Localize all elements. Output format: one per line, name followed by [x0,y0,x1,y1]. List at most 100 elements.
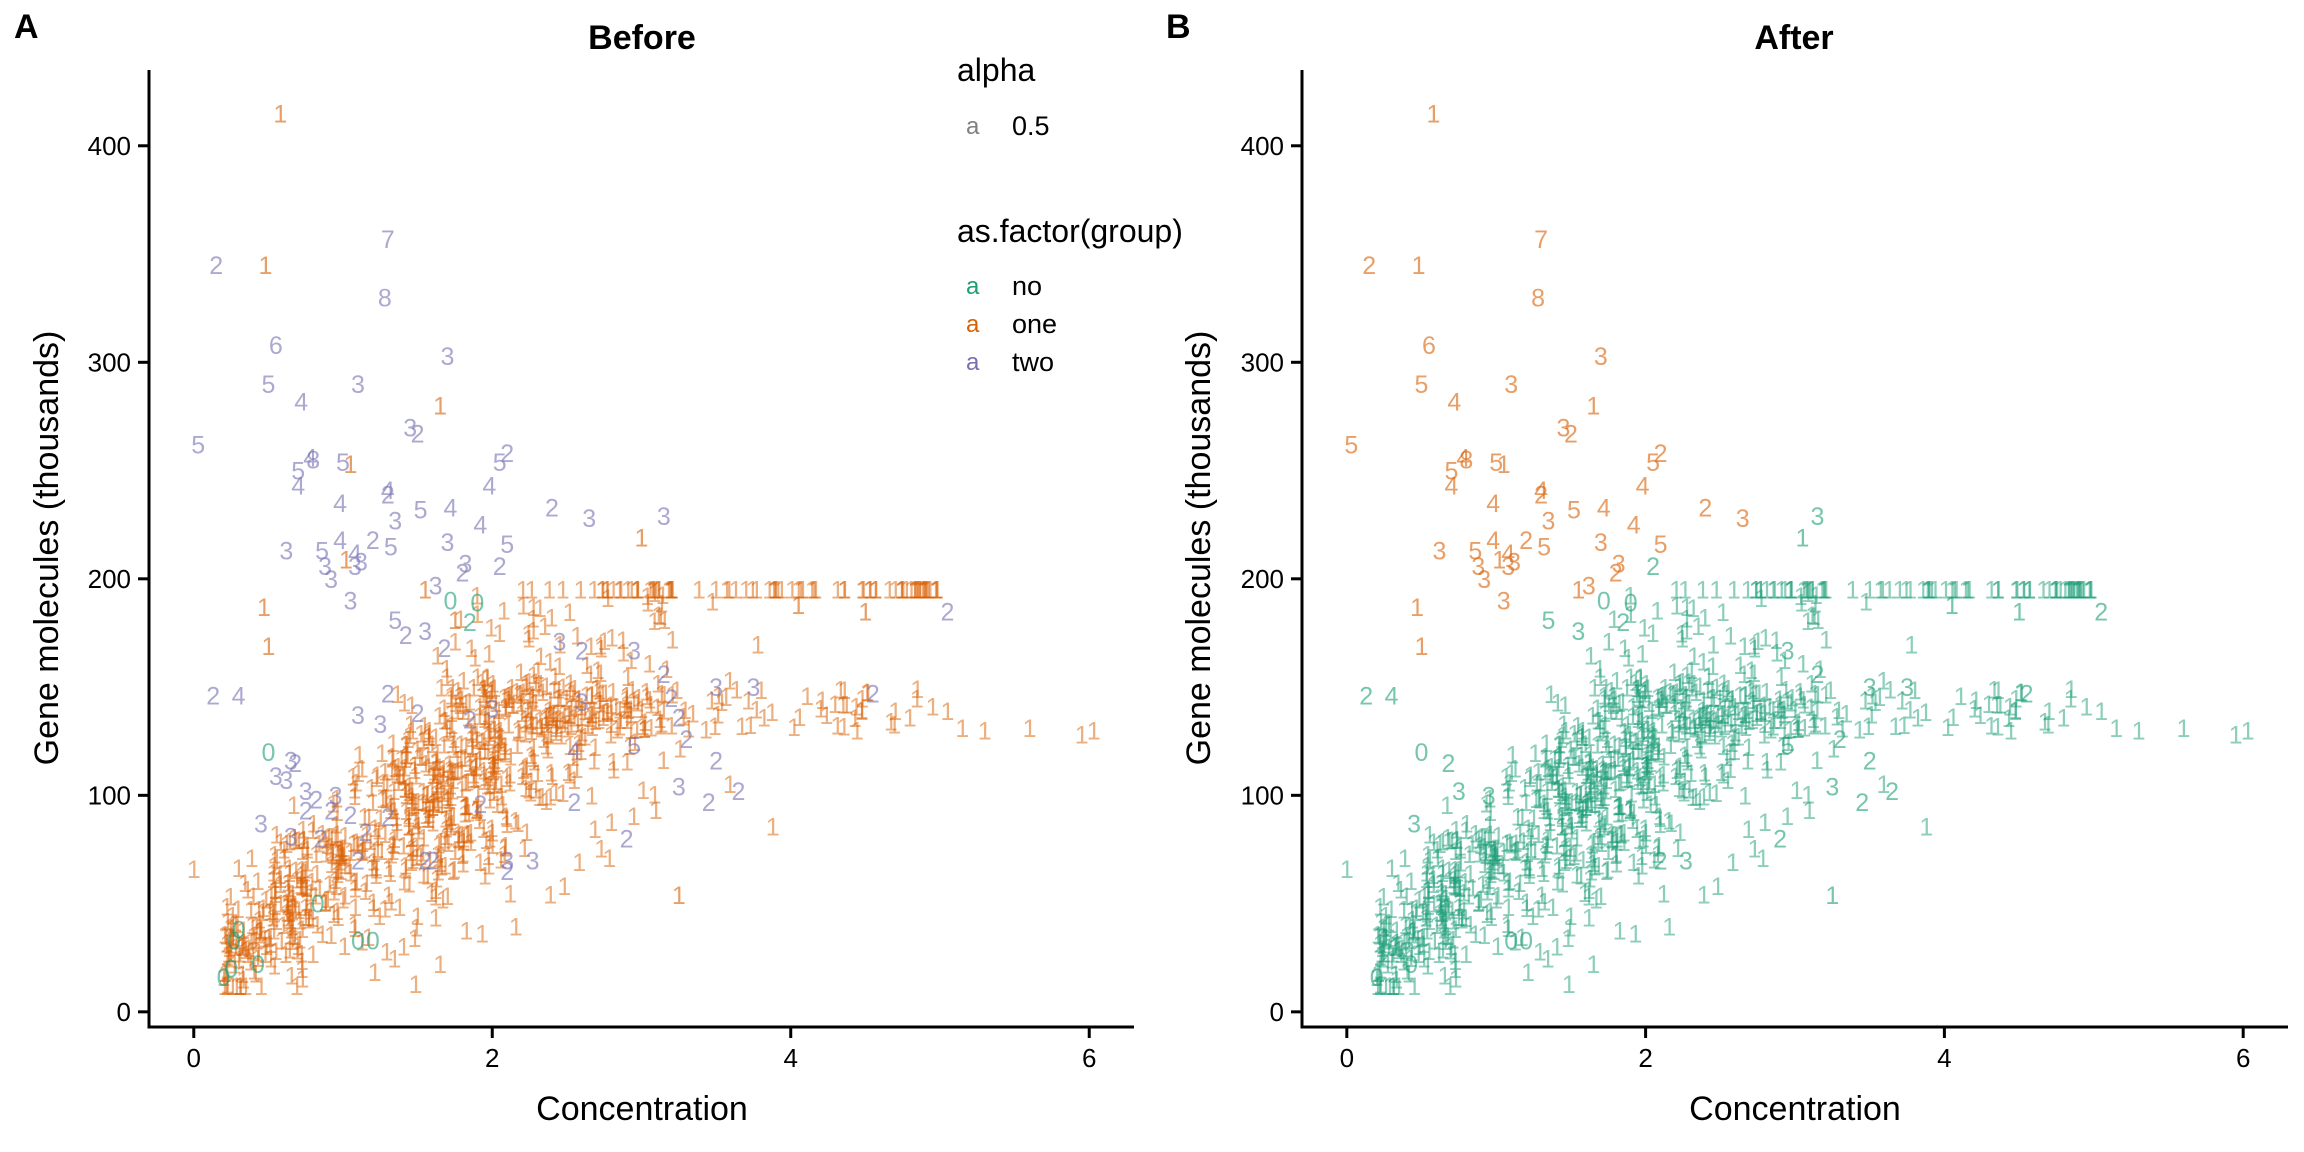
x-axis-title-before: Concentration [536,1090,748,1128]
data-point-after: 1 [2241,717,2255,745]
data-point-before: 1 [421,724,435,752]
data-point-before: 1 [244,897,258,925]
data-point-before: 1 [444,814,458,842]
x-tick-label-after: 2 [1638,1043,1652,1073]
data-point-before: 1 [836,691,850,719]
data-point-before: 1 [399,746,413,774]
data-point-before: 1 [531,760,545,788]
data-point-before: 1 [399,743,413,771]
data-point-before: 1 [294,941,308,969]
data-point-after: 1 [1810,747,1824,775]
data-point-before: 1 [384,841,398,869]
data-point-before: 1 [595,680,609,708]
data-point-before: 1 [911,577,925,605]
data-point-before: 1 [299,857,313,885]
data-point-before: 1 [430,642,444,670]
data-point-before: 1 [563,678,577,706]
data-point-before: 1 [401,726,415,754]
data-point-before: 1 [485,815,499,843]
data-point-before: 1 [337,933,351,961]
data-point-before: 1 [218,973,232,1001]
data-point-before: 1 [302,904,316,932]
data-point-before: 1 [484,680,498,708]
data-point-before: 1 [306,941,320,969]
data-point-after: 1 [1859,589,1873,617]
y-tick-label-before: 400 [88,131,131,161]
data-point-before: 1 [540,711,554,739]
data-point-before: 1 [385,744,399,772]
labelled-point-before: 3 [627,637,641,665]
data-point-before: 1 [455,822,469,850]
data-point-before: 1 [327,901,341,929]
data-point-before: 1 [459,792,473,820]
data-point-before: 1 [366,848,380,876]
data-point-before: 1 [471,781,485,809]
legend-title-alpha: alpha [957,52,1036,88]
x-tick-label-after: 4 [1937,1043,1951,1073]
data-point-before: 1 [268,893,282,921]
labelled-point-before: 1 [261,633,275,661]
data-point-before: 1 [378,758,392,786]
labelled-point-before: 2 [324,797,338,825]
data-point-before: 1 [416,861,430,889]
data-point-before: 1 [398,775,412,803]
data-point-before: 1 [524,707,538,735]
data-point-after: 1 [1662,913,1676,941]
data-point-before: 1 [404,825,418,853]
data-point-after: 1 [1760,748,1774,776]
data-point-before: 1 [649,797,663,825]
labelled-point-before: 1 [444,804,458,832]
legend-key-two: a [966,349,980,376]
data-point-before: 1 [910,676,924,704]
data-point-before: 1 [349,829,363,857]
data-point-before: 1 [492,620,506,648]
legend-label-alpha: 0.5 [1012,111,1050,141]
data-point-before: 1 [926,694,940,722]
data-point-after: 1 [1599,778,1613,806]
data-point-before: 1 [534,643,548,671]
data-point-before: 1 [665,626,679,654]
chart-title-after: After [1754,19,1833,57]
data-point-before: 1 [567,705,581,733]
labelled-point-after: 2 [1698,494,1712,522]
data-point-before: 1 [541,721,555,749]
data-point-before: 1 [272,862,286,890]
data-point-before: 1 [290,866,304,894]
data-point-before: 1 [444,758,458,786]
y-tick-label-after: 200 [1241,564,1284,594]
labelled-point-before: 3 [373,711,387,739]
data-point-before: 1 [464,719,478,747]
data-point-before: 1 [285,895,299,923]
data-point-after: 1 [2064,676,2078,704]
data-point-before: 1 [646,577,660,605]
data-point-before: 1 [600,698,614,726]
labelled-point-after: 2 [1810,661,1824,689]
data-point-before: 1 [297,860,311,888]
data-point-before: 1 [569,694,583,722]
labelled-point-after: 3 [1679,847,1693,875]
data-point-before: 1 [479,764,493,792]
data-point-before: 1 [416,839,430,867]
data-point-before: 1 [348,783,362,811]
data-point-before: 1 [534,715,548,743]
data-point-before: 1 [424,880,438,908]
data-point-before: 1 [420,781,434,809]
labelled-point-before: 2 [575,637,589,665]
data-point-before: 1 [627,688,641,716]
data-point-before: 1 [433,768,447,796]
data-point-before: 1 [855,577,869,605]
data-point-after: 1 [1959,577,1973,605]
data-point-before: 1 [370,836,384,864]
data-point-before: 1 [501,712,515,740]
data-point-before: 1 [442,751,456,779]
data-point-after: 1 [1738,783,1752,811]
data-point-before: 1 [483,720,497,748]
data-point-before: 1 [431,858,445,886]
data-point-before: 1 [411,818,425,846]
data-point-before: 1 [655,590,669,618]
labelled-point-after: 2 [1441,750,1455,778]
data-point-before: 1 [288,923,302,951]
data-point-after: 1 [1696,577,1710,605]
data-point-before: 1 [910,686,924,714]
labelled-point-before: 1 [858,598,872,626]
